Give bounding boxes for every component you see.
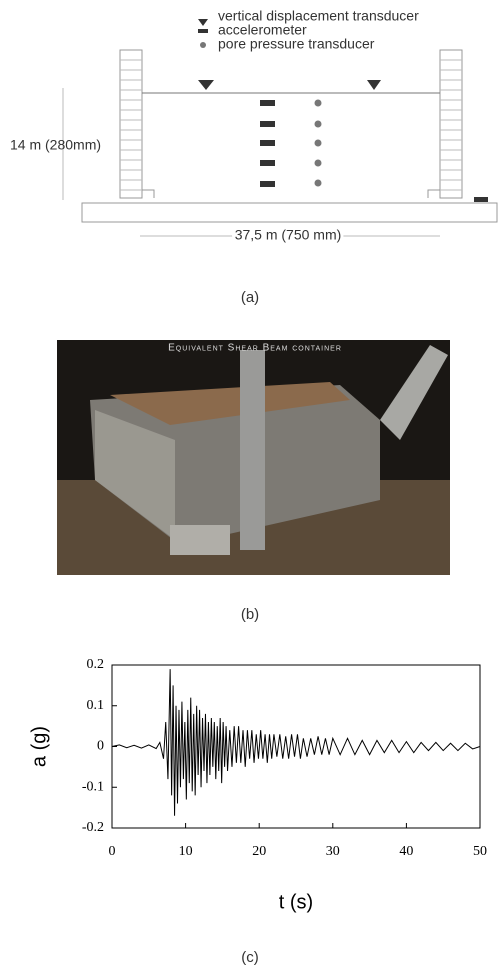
panel-label: (b)	[241, 606, 259, 623]
x-axis-label: t (s)	[279, 891, 313, 913]
page: vertical displacement transducer acceler…	[0, 0, 499, 970]
legend-label: pore pressure transducer	[218, 36, 375, 52]
panel-label: (a)	[241, 289, 259, 306]
y-tick-label: 0	[97, 739, 104, 754]
photo-caption: Equivalent Shear Beam container	[168, 343, 342, 354]
x-tick-label: 30	[326, 844, 340, 859]
y-tick-label: -0.2	[82, 820, 104, 835]
y-tick-label: -0.1	[82, 779, 104, 794]
x-tick-label: 0	[109, 844, 116, 859]
panel-label: (c)	[241, 949, 259, 966]
y-axis-label: a (g)	[28, 726, 50, 767]
x-tick-label: 20	[252, 844, 266, 859]
photo	[57, 340, 450, 575]
x-tick-label: 40	[399, 844, 413, 859]
x-tick-label: 10	[179, 844, 193, 859]
figure: vertical displacement transducer acceler…	[0, 0, 499, 970]
x-tick-label: 50	[473, 844, 487, 859]
acceleration-line	[112, 669, 480, 816]
dimension-label: 37,5 m (750 mm)	[235, 227, 342, 243]
y-tick-label: 0.1	[87, 698, 105, 713]
y-tick-label: 0.2	[87, 657, 105, 672]
dimension-label: 14 m (280mm)	[10, 137, 101, 153]
